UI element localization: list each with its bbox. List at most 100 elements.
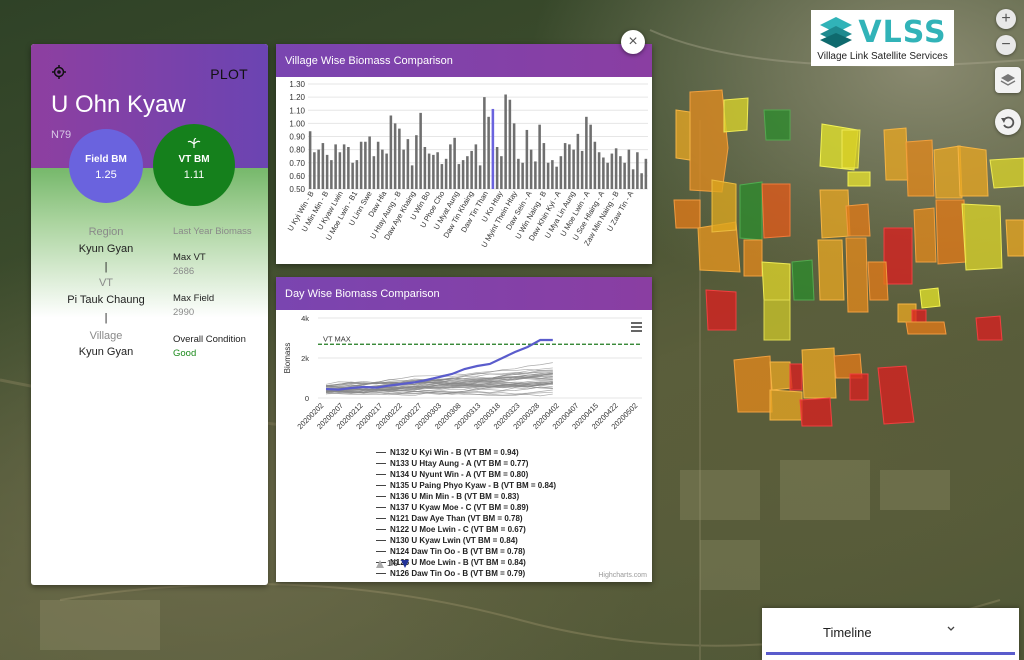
y-tick-label: 0.70 bbox=[289, 159, 305, 168]
bar bbox=[342, 144, 346, 189]
bar bbox=[534, 161, 537, 189]
next-page-icon[interactable] bbox=[401, 559, 410, 568]
chart-credit[interactable]: Highcharts.com bbox=[598, 572, 647, 579]
region-value: Kyun Gyan bbox=[78, 243, 134, 255]
y-tick-label: 0.60 bbox=[289, 172, 305, 181]
bar bbox=[593, 141, 597, 189]
y-tick-label: 0.90 bbox=[289, 133, 305, 142]
close-button[interactable]: × bbox=[621, 30, 645, 54]
y-tick-label: 4k bbox=[301, 314, 309, 323]
chart-legend: N132 U Kyi Win - B (VT BM = 0.94) N133 U … bbox=[376, 447, 556, 579]
bar bbox=[597, 152, 601, 189]
vt-label: VT bbox=[98, 277, 114, 289]
bar bbox=[580, 150, 584, 189]
legend-item[interactable]: N126 Daw Tin Oo - B (VT BM = 0.79) bbox=[376, 568, 556, 579]
legend-item[interactable]: N134 U Nyunt Win - A (VT BM = 0.80) bbox=[376, 469, 556, 480]
legend-page-number: 1/9 bbox=[387, 559, 399, 568]
logo-layers-icon bbox=[820, 17, 853, 48]
separator: | bbox=[104, 261, 108, 273]
bar bbox=[359, 141, 363, 189]
legend-label: N135 U Paing Phyo Kyaw - B (VT BM = 0.84… bbox=[390, 481, 557, 490]
bar bbox=[368, 136, 371, 189]
chevron-down-icon[interactable] bbox=[947, 625, 955, 633]
legend-label: N136 U Min Min - B (VT BM = 0.83) bbox=[390, 492, 520, 501]
legend-item[interactable]: N135 U Paing Phyo Kyaw - B (VT BM = 0.84… bbox=[376, 480, 556, 491]
bar bbox=[500, 156, 503, 189]
legend-item[interactable]: N137 U Kyaw Moe - C (VT BM = 0.89) bbox=[376, 502, 556, 513]
bar bbox=[559, 156, 563, 189]
bar bbox=[321, 143, 325, 189]
bar bbox=[325, 154, 329, 189]
bar bbox=[619, 156, 622, 189]
region-label: Region bbox=[88, 226, 124, 238]
village-value: Kyun Gyan bbox=[78, 346, 134, 358]
series-line bbox=[325, 370, 553, 390]
reset-view-button[interactable] bbox=[995, 109, 1021, 135]
layers-button[interactable] bbox=[995, 67, 1021, 93]
card-band bbox=[31, 168, 268, 318]
y-tick-label: 2k bbox=[301, 354, 309, 363]
bar bbox=[474, 144, 478, 189]
bar bbox=[602, 157, 605, 189]
bar bbox=[313, 152, 316, 189]
max-vt-label: Max VT bbox=[173, 252, 206, 263]
legend-item[interactable]: N130 U Kyaw Lwin (VT BM = 0.84) bbox=[376, 535, 556, 546]
bar bbox=[585, 116, 588, 189]
separator: | bbox=[104, 312, 108, 324]
bar bbox=[623, 162, 626, 189]
bar bbox=[398, 128, 401, 189]
chart-menu-icon[interactable] bbox=[631, 322, 642, 334]
bar bbox=[627, 149, 631, 189]
field-bm-label: Field BM bbox=[85, 154, 127, 165]
y-tick-label: 1.20 bbox=[289, 93, 305, 102]
legend-label: N122 U Moe Lwin - C (VT BM = 0.67) bbox=[390, 525, 526, 534]
bar bbox=[640, 173, 643, 189]
y-tick-label: 0 bbox=[305, 394, 309, 403]
legend-label: N133 U Htay Aung - A (VT BM = 0.77) bbox=[390, 459, 529, 468]
bar bbox=[338, 152, 342, 189]
legend-item[interactable]: N122 U Moe Lwin - C (VT BM = 0.67) bbox=[376, 524, 556, 535]
undo-icon bbox=[1001, 116, 1015, 129]
legend-item[interactable]: N124 Daw Tin Oo - B (VT BM = 0.78) bbox=[376, 546, 556, 557]
bar bbox=[466, 156, 469, 189]
bar bbox=[427, 153, 431, 189]
legend-label: N121 Daw Aye Than (VT BM = 0.78) bbox=[390, 514, 523, 523]
bar bbox=[614, 148, 618, 189]
bar bbox=[457, 164, 461, 189]
timeline-panel[interactable]: Timeline bbox=[762, 608, 1019, 660]
legend-item[interactable]: N132 U Kyi Win - B (VT BM = 0.94) bbox=[376, 447, 556, 458]
bar bbox=[436, 152, 439, 189]
legend-line-icon bbox=[376, 507, 386, 508]
max-field-value: 2990 bbox=[173, 307, 195, 318]
zoom-in-button[interactable]: + bbox=[996, 9, 1016, 29]
legend-item[interactable]: N133 U Htay Aung - A (VT BM = 0.77) bbox=[376, 458, 556, 469]
legend-pager: 1/9 bbox=[376, 559, 410, 568]
bar bbox=[444, 158, 448, 189]
bar bbox=[589, 124, 592, 189]
farmer-name: U Ohn Kyaw bbox=[51, 91, 186, 118]
timeline-underline bbox=[766, 652, 1015, 655]
overall-value: Good bbox=[173, 348, 197, 359]
bar bbox=[419, 112, 422, 189]
bar bbox=[631, 169, 635, 189]
legend-item[interactable]: N136 U Min Min - B (VT BM = 0.83) bbox=[376, 491, 556, 502]
bar bbox=[478, 165, 482, 189]
bar bbox=[415, 135, 418, 189]
plot-label: PLOT bbox=[210, 66, 248, 82]
zoom-out-button[interactable]: − bbox=[996, 35, 1016, 55]
bar bbox=[610, 153, 614, 189]
day-chart-title: Day Wise Biomass Comparison bbox=[276, 277, 652, 310]
timeline-label: Timeline bbox=[823, 625, 872, 640]
prev-page-icon[interactable] bbox=[376, 559, 384, 568]
locate-icon[interactable] bbox=[52, 65, 66, 79]
legend-item[interactable]: N121 Daw Aye Than (VT BM = 0.78) bbox=[376, 513, 556, 524]
legend-line-icon bbox=[376, 529, 386, 530]
bar bbox=[538, 124, 541, 189]
max-field-label: Max Field bbox=[173, 293, 215, 304]
bar bbox=[308, 131, 312, 189]
bar bbox=[525, 129, 529, 189]
overall-label: Overall Condition bbox=[173, 334, 246, 345]
vlss-logo: VLSS Village Link Satellite Services bbox=[811, 10, 954, 66]
highlight-series-line bbox=[325, 338, 553, 391]
